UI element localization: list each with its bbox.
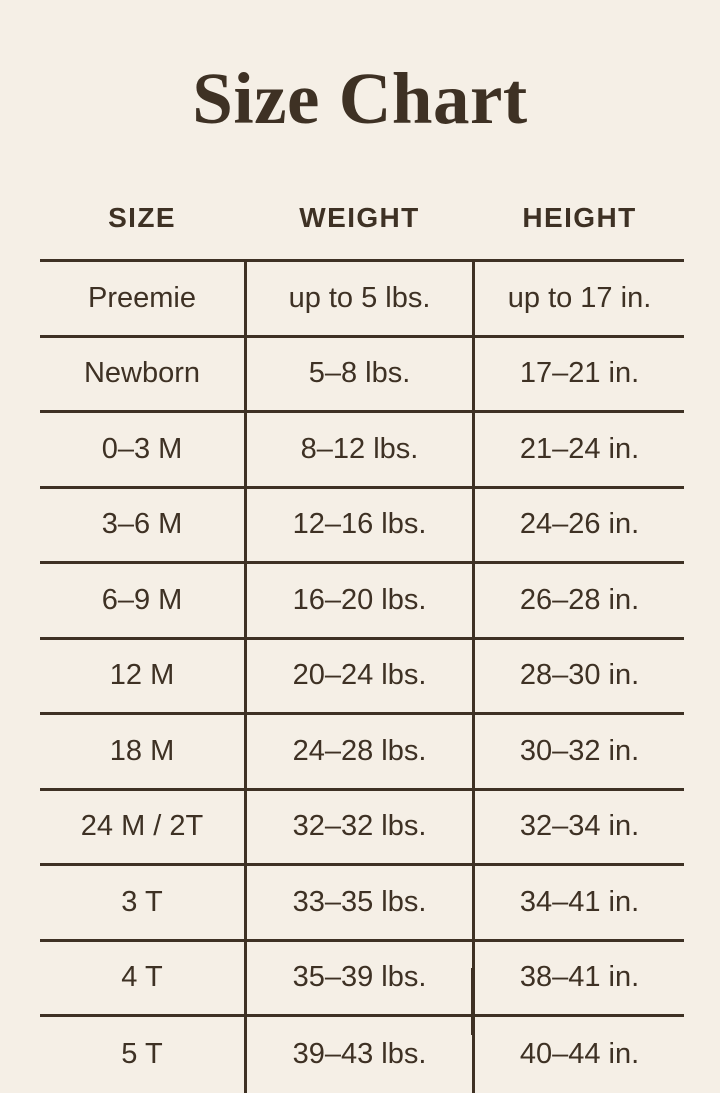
table-row: 3 T 33–35 lbs. 34–41 in. xyxy=(40,866,684,942)
table-row: Preemie up to 5 lbs. up to 17 in. xyxy=(40,262,684,338)
cell-weight: 8–12 lbs. xyxy=(244,413,475,486)
cell-size: 18 M xyxy=(109,734,175,767)
cell-height: 38–41 in. xyxy=(519,961,640,994)
table-row: 18 M 24–28 lbs. 30–32 in. xyxy=(40,715,684,791)
cell-weight: 16–20 lbs. xyxy=(244,564,475,637)
cell-height: 26–28 in. xyxy=(519,583,640,616)
cell-weight: 33–35 lbs. xyxy=(244,866,475,939)
cell-height: 40–44 in. xyxy=(519,1038,640,1071)
cell-size: 24 M / 2T xyxy=(80,810,204,843)
column-divider-right xyxy=(471,968,474,1035)
table-row: 3–6 M 12–16 lbs. 24–26 in. xyxy=(40,488,684,564)
size-chart-table: Preemie up to 5 lbs. up to 17 in. Newbor… xyxy=(40,259,684,1093)
cell-weight: 39–43 lbs. xyxy=(244,1017,475,1093)
column-header-size: SIZE xyxy=(108,202,176,233)
table-row: 24 M / 2T 32–32 lbs. 32–34 in. xyxy=(40,790,684,866)
cell-size: 6–9 M xyxy=(101,583,183,616)
table-header-row: SIZE WEIGHT HEIGHT xyxy=(40,196,684,240)
cell-weight: 24–28 lbs. xyxy=(244,715,475,788)
cell-height: 30–32 in. xyxy=(519,734,640,767)
cell-size: Newborn xyxy=(83,357,201,390)
cell-height: 32–34 in. xyxy=(519,810,640,843)
page-title: Size Chart xyxy=(192,58,528,139)
cell-size: 0–3 M xyxy=(101,432,183,465)
cell-height: 24–26 in. xyxy=(519,508,640,541)
cell-weight: 5–8 lbs. xyxy=(244,337,475,410)
cell-height: 28–30 in. xyxy=(519,659,640,692)
cell-size: 4 T xyxy=(121,961,163,994)
table-row: 0–3 M 8–12 lbs. 21–24 in. xyxy=(40,413,684,489)
cell-weight: 20–24 lbs. xyxy=(244,639,475,712)
table-row: 6–9 M 16–20 lbs. 26–28 in. xyxy=(40,564,684,640)
column-header-height: HEIGHT xyxy=(522,202,637,233)
table-row: 12 M 20–24 lbs. 28–30 in. xyxy=(40,639,684,715)
table-row: 5 T 39–43 lbs. 40–44 in. xyxy=(40,1017,684,1093)
cell-height: 21–24 in. xyxy=(519,432,640,465)
table-row: 4 T 35–39 lbs. 38–41 in. xyxy=(40,941,684,1017)
column-divider-left xyxy=(244,968,247,1035)
cell-size: Preemie xyxy=(88,281,196,314)
cell-height: 34–41 in. xyxy=(519,885,640,918)
cell-weight: 32–32 lbs. xyxy=(244,790,475,863)
cell-weight: 35–39 lbs. xyxy=(244,941,475,1014)
cell-size: 3 T xyxy=(121,885,163,918)
table-row: Newborn 5–8 lbs. 17–21 in. xyxy=(40,337,684,413)
cell-height: 17–21 in. xyxy=(519,357,640,390)
column-header-weight: WEIGHT xyxy=(299,202,420,233)
cell-weight: up to 5 lbs. xyxy=(244,262,475,335)
cell-weight: 12–16 lbs. xyxy=(244,488,475,561)
cell-size: 5 T xyxy=(121,1038,163,1071)
cell-size: 12 M xyxy=(109,659,175,692)
cell-size: 3–6 M xyxy=(101,508,183,541)
cell-height: up to 17 in. xyxy=(507,281,652,314)
